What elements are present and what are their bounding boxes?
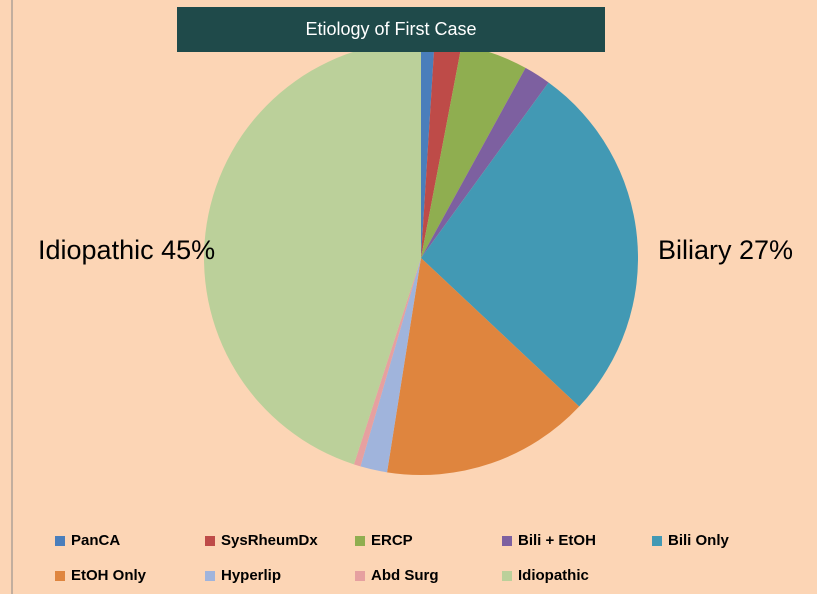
legend-marker (205, 571, 215, 581)
legend-marker (652, 536, 662, 546)
legend-label: EtOH Only (71, 567, 147, 584)
chart-title: Etiology of First Case (305, 19, 476, 39)
pie-slice (421, 82, 638, 407)
legend-label: Abd Surg (371, 567, 439, 584)
annotation: Idiopathic 45% (38, 235, 215, 265)
legend-label: Hyperlip (221, 567, 281, 584)
legend-marker (502, 536, 512, 546)
pie-slice (387, 258, 580, 475)
legend-marker (205, 536, 215, 546)
annotation: Biliary 27% (658, 235, 793, 265)
legend-label: Bili + EtOH (518, 532, 596, 549)
pie-slice (421, 44, 526, 259)
legend-marker (355, 571, 365, 581)
title-box (177, 7, 605, 52)
pie-slice (421, 41, 435, 258)
legend-label: Bili Only (668, 532, 730, 549)
legend-marker (55, 536, 65, 546)
legend-marker (355, 536, 365, 546)
legend-marker (55, 571, 65, 581)
pie-slice (360, 258, 421, 473)
legend-label: Idiopathic (518, 567, 589, 584)
pie-slice (421, 41, 462, 259)
legend-label: PanCA (71, 532, 120, 549)
pie-slice (204, 41, 421, 465)
pie-slice (353, 258, 421, 467)
pie-slice (421, 67, 549, 258)
legend-marker (502, 571, 512, 581)
pie (204, 41, 638, 475)
legend-label: SysRheumDx (221, 532, 318, 549)
legend-label: ERCP (371, 532, 413, 549)
